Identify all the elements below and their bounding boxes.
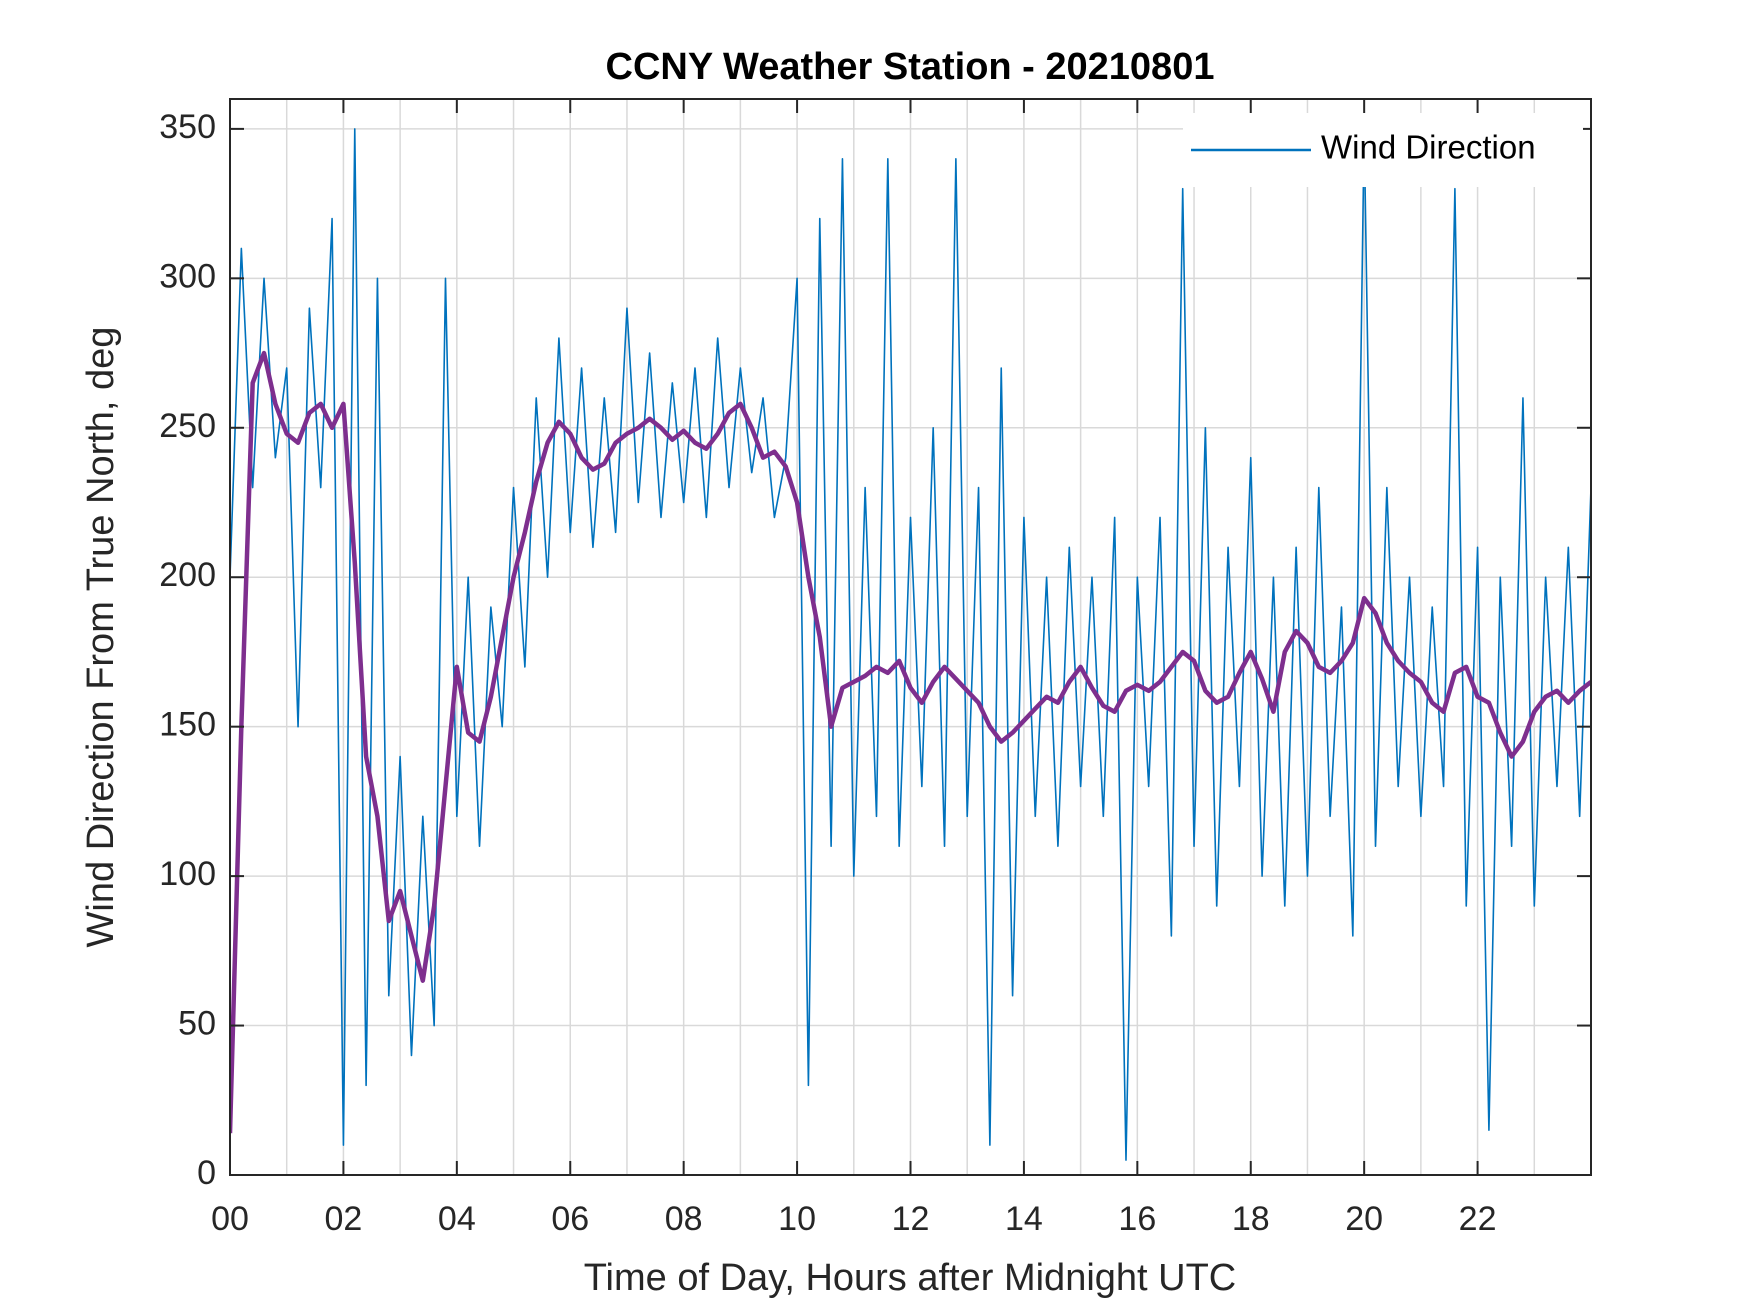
- x-axis-label: Time of Day, Hours after Midnight UTC: [584, 1257, 1237, 1299]
- y-tick-label: 350: [159, 108, 216, 146]
- y-tick-label: 300: [159, 257, 216, 295]
- x-tick-label: 20: [1345, 1200, 1383, 1238]
- y-tick-label: 100: [159, 855, 216, 893]
- x-tick-label: 02: [325, 1200, 363, 1238]
- data-line: [230, 350, 1591, 1134]
- y-tick-label: 150: [159, 706, 216, 744]
- x-tick-label: 10: [778, 1200, 816, 1238]
- x-tick-label: 06: [551, 1200, 589, 1238]
- x-tick-label: 22: [1459, 1200, 1497, 1238]
- y-tick-label: 200: [159, 556, 216, 594]
- x-tick-label: 18: [1232, 1200, 1270, 1238]
- y-axis-label: Wind Direction From True North, deg: [80, 327, 122, 948]
- x-tick-label: 16: [1118, 1200, 1156, 1238]
- legend-label: Wind Direction: [1321, 129, 1536, 166]
- x-tick-label: 00: [211, 1200, 249, 1238]
- y-tick-label: 250: [159, 407, 216, 445]
- x-tick-label: 08: [665, 1200, 703, 1238]
- y-tick-label: 50: [178, 1005, 216, 1043]
- x-tick-label: 14: [1005, 1200, 1043, 1238]
- y-tick-label: 0: [197, 1154, 216, 1192]
- chart-title: CCNY Weather Station - 20210801: [606, 46, 1215, 88]
- x-tick-label: 12: [892, 1200, 930, 1238]
- x-tick-label: 04: [438, 1200, 476, 1238]
